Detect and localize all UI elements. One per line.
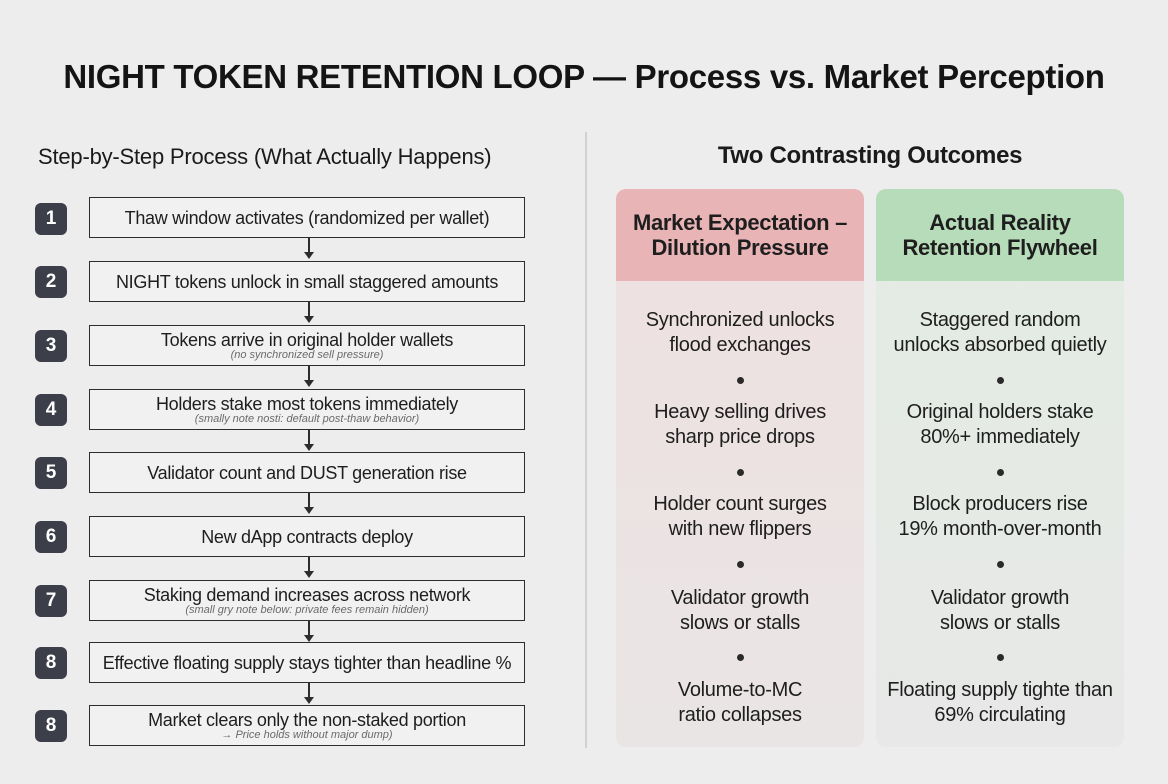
outcome-item: Block producers rise 19% month-over-mont… — [876, 492, 1124, 542]
outcome-item: Volume-to-MC ratio collapses — [616, 678, 864, 728]
step-number-badge: 5 — [35, 457, 67, 489]
actual-reality-column: Actual Reality Retention Flywheel Stagge… — [876, 189, 1124, 747]
outcome-item: Original holders stake 80%+ immediately — [876, 400, 1124, 450]
step-note: (smally note nosti: default post-thaw be… — [194, 413, 420, 425]
down-arrow-icon — [303, 683, 315, 705]
step-text: Staking demand increases across network — [143, 585, 471, 605]
outcomes-heading: Two Contrasting Outcomes — [717, 142, 1023, 169]
outcome-line: Validator growth — [930, 587, 1070, 609]
outcome-line: flood exchanges — [669, 334, 811, 356]
outcome-line: unlocks absorbed quietly — [893, 334, 1107, 356]
bullet-dot — [996, 561, 1004, 568]
outcome-line: Validator growth — [670, 587, 810, 609]
outcome-line: 69% circulating — [934, 704, 1066, 726]
step-number-badge: 8 — [35, 647, 67, 679]
bullet-dot — [736, 377, 744, 384]
column-divider — [585, 132, 587, 748]
step-box: Thaw window activates (randomized per wa… — [89, 197, 525, 238]
outcome-item: Heavy selling drives sharp price drops — [616, 400, 864, 450]
step-box: Staking demand increases across network … — [89, 580, 525, 621]
outcome-line: slows or stalls — [940, 612, 1060, 634]
step-note: (no synchronized sell pressure) — [230, 349, 384, 361]
step-text: NIGHT tokens unlock in small staggered a… — [115, 271, 499, 292]
outcome-line: Volume-to-MC — [677, 679, 803, 701]
outcome-line: Holder count surges — [653, 493, 827, 515]
step-number-badge: 2 — [35, 266, 67, 298]
step-number-badge: 6 — [35, 521, 67, 553]
down-arrow-icon — [303, 430, 315, 452]
reality-header-line: Retention Flywheel — [902, 235, 1098, 260]
actual-reality-header: Actual Reality Retention Flywheel — [876, 189, 1124, 281]
outcome-item: Synchronized unlocks flood exchanges — [616, 308, 864, 358]
bullet-dot — [736, 561, 744, 568]
bullet-dot — [996, 469, 1004, 476]
down-arrow-icon — [303, 493, 315, 515]
outcome-item: Validator growth slows or stalls — [876, 586, 1124, 636]
market-expectation-header: Market Expectation – Dilution Pressure — [616, 189, 864, 281]
outcome-line: Original holders stake — [906, 401, 1094, 423]
step-text: Holders stake most tokens immediately — [155, 394, 459, 414]
down-arrow-icon — [303, 366, 315, 388]
step-box: Holders stake most tokens immediately (s… — [89, 389, 525, 430]
outcome-line: sharp price drops — [665, 426, 815, 448]
market-header-line: Dilution Pressure — [651, 235, 829, 260]
step-text: Thaw window activates (randomized per wa… — [124, 207, 490, 228]
outcome-line: Synchronized unlocks — [645, 309, 835, 331]
market-header-line: Market Expectation – — [632, 210, 848, 235]
step-box: NIGHT tokens unlock in small staggered a… — [89, 261, 525, 302]
market-expectation-column: Market Expectation – Dilution Pressure S… — [616, 189, 864, 747]
step-box: Tokens arrive in original holder wallets… — [89, 325, 525, 366]
process-heading: Step-by-Step Process (What Actually Happ… — [38, 144, 492, 169]
reality-header-line: Actual Reality — [929, 210, 1071, 235]
outcome-item: Holder count surges with new flippers — [616, 492, 864, 542]
bullet-dot — [736, 654, 744, 661]
bullet-dot — [996, 377, 1004, 384]
step-box: New dApp contracts deploy — [89, 516, 525, 557]
step-box: Validator count and DUST generation rise — [89, 452, 525, 493]
step-number-badge: 4 — [35, 394, 67, 426]
step-number-badge: 8 — [35, 710, 67, 742]
outcome-line: Staggered random — [919, 309, 1081, 331]
step-box: Market clears only the non-staked portio… — [89, 705, 525, 746]
down-arrow-icon — [303, 302, 315, 324]
outcome-line: with new flippers — [668, 518, 812, 540]
step-note: (small gry note below: private fees rema… — [185, 604, 429, 616]
step-number-badge: 3 — [35, 330, 67, 362]
outcome-line: ratio collapses — [678, 704, 802, 726]
outcome-line: slows or stalls — [680, 612, 800, 634]
outcome-line: Block producers rise — [912, 493, 1088, 515]
outcome-line: 80%+ immediately — [920, 426, 1080, 448]
step-number-badge: 7 — [35, 585, 67, 617]
step-text: Tokens arrive in original holder wallets — [160, 330, 454, 350]
outcome-item: Validator growth slows or stalls — [616, 586, 864, 636]
down-arrow-icon — [303, 557, 315, 579]
step-text: Market clears only the non-staked portio… — [148, 710, 466, 730]
outcome-line: 19% month-over-month — [898, 518, 1102, 540]
bullet-dot — [736, 469, 744, 476]
down-arrow-icon — [303, 238, 315, 260]
step-note: → Price holds without major dump) — [221, 729, 393, 741]
step-text: New dApp contracts deploy — [201, 526, 413, 547]
outcome-item: Staggered random unlocks absorbed quietl… — [876, 308, 1124, 358]
outcome-line: Floating supply tighte than — [887, 679, 1113, 701]
step-text: Effective floating supply stays tighter … — [102, 652, 512, 673]
bullet-dot — [996, 654, 1004, 661]
down-arrow-icon — [303, 621, 315, 643]
outcome-item: Floating supply tighte than 69% circulat… — [876, 678, 1124, 728]
outcome-line: Heavy selling drives — [654, 401, 826, 423]
step-text: Validator count and DUST generation rise — [147, 462, 467, 483]
step-number-badge: 1 — [35, 203, 67, 235]
page-title: NIGHT TOKEN RETENTION LOOP — Process vs.… — [63, 58, 1105, 95]
step-box: Effective floating supply stays tighter … — [89, 642, 525, 683]
